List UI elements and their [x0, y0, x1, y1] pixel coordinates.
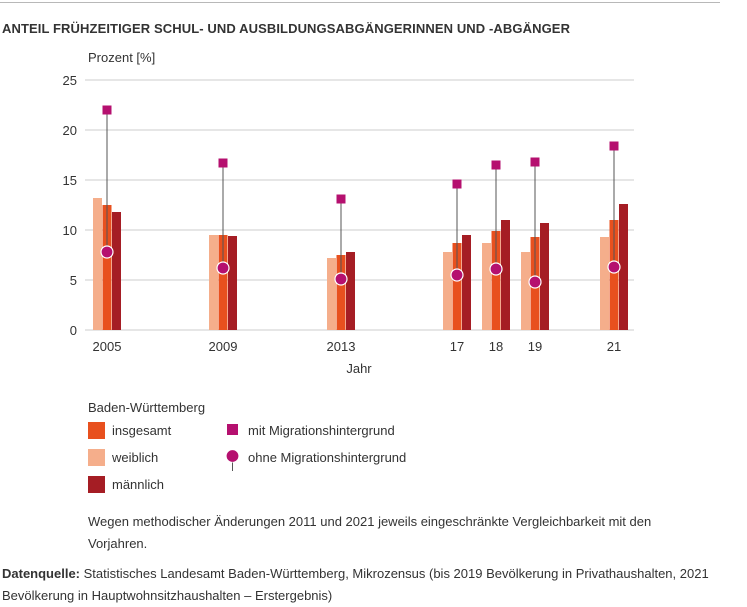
marker-mit-migration — [491, 160, 501, 170]
marker-mit-migration — [102, 105, 112, 115]
source-label: Datenquelle: — [2, 566, 81, 581]
legend-label-weiblich: weiblich — [112, 450, 159, 465]
marker-ohne-migration — [489, 262, 503, 276]
bar-weiblich — [93, 198, 102, 330]
bar-weiblich — [521, 252, 530, 330]
bar-männlich — [619, 204, 628, 330]
chart-note: Wegen methodischer Änderungen 2011 und 2… — [88, 514, 652, 551]
y-axis-label: Prozent [%] — [88, 50, 155, 65]
bar-männlich — [346, 252, 355, 330]
legend-label-ohne-migration: ohne Migrationshintergrund — [248, 450, 407, 465]
bar-insgesamt — [336, 255, 346, 330]
x-tick-label: 21 — [607, 339, 621, 354]
marker-ohne-migration — [607, 260, 621, 274]
data-source: Datenquelle: Statistisches Landesamt Bad… — [2, 563, 722, 607]
y-tick-label: 0 — [70, 323, 77, 338]
bar-männlich — [462, 235, 471, 330]
y-tick-label: 15 — [63, 173, 77, 188]
marker-mit-migration — [452, 179, 462, 189]
marker-ohne-migration — [450, 268, 464, 282]
legend-label-mit-migration: mit Migrationshintergrund — [248, 423, 395, 438]
legend-swatch-insgesamt — [88, 422, 105, 439]
bar-insgesamt — [452, 243, 462, 330]
bar-weiblich — [482, 243, 491, 330]
bar-männlich — [228, 236, 237, 330]
legend-marker-square-icon — [227, 424, 238, 435]
bar-männlich — [112, 212, 121, 330]
bar-insgesamt — [102, 205, 112, 330]
marker-mit-migration — [336, 194, 346, 204]
marker-mit-migration — [609, 141, 619, 151]
bar-insgesamt — [218, 235, 228, 330]
x-tick-label: 2009 — [209, 339, 238, 354]
x-tick-label: 18 — [489, 339, 503, 354]
marker-ohne-migration — [334, 272, 348, 286]
marker-ohne-migration — [100, 245, 114, 259]
y-tick-label: 10 — [63, 223, 77, 238]
marker-ohne-migration — [216, 261, 230, 275]
y-tick-label: 25 — [63, 73, 77, 88]
legend-title: Baden-Württemberg — [88, 400, 206, 415]
chart-title: ANTEIL FRÜHZEITIGER SCHUL- UND AUSBILDUN… — [2, 21, 571, 36]
marker-ohne-migration — [528, 275, 542, 289]
bar-weiblich — [327, 258, 336, 330]
y-tick-label: 20 — [63, 123, 77, 138]
legend-swatch-weiblich — [88, 449, 105, 466]
legend-label-maennlich: männlich — [112, 477, 165, 492]
legend-label-insgesamt: insgesamt — [112, 423, 172, 438]
x-tick-label: 2005 — [93, 339, 122, 354]
bar-weiblich — [600, 237, 609, 330]
marker-mit-migration — [530, 157, 540, 167]
bar-weiblich — [209, 235, 218, 330]
x-tick-label: 2013 — [327, 339, 356, 354]
legend-swatch-maennlich — [88, 476, 105, 493]
marker-mit-migration — [218, 158, 228, 168]
x-tick-label: 17 — [450, 339, 464, 354]
source-text: Statistisches Landesamt Baden-Württember… — [2, 566, 709, 603]
bar-weiblich — [443, 252, 452, 330]
x-axis-label: Jahr — [346, 361, 372, 376]
y-tick-label: 5 — [70, 273, 77, 288]
bar-männlich — [501, 220, 510, 330]
chart-area: 0 5 10 15 20 25 Prozent [%] 2005 2009 2013 17 18 19 2… — [63, 50, 634, 376]
bar-insgesamt — [491, 231, 501, 330]
bar-männlich — [540, 223, 549, 330]
legend-marker-circle-icon — [225, 448, 240, 471]
x-tick-label: 19 — [528, 339, 542, 354]
top-rule — [0, 2, 720, 3]
bar-insgesamt — [609, 220, 619, 330]
